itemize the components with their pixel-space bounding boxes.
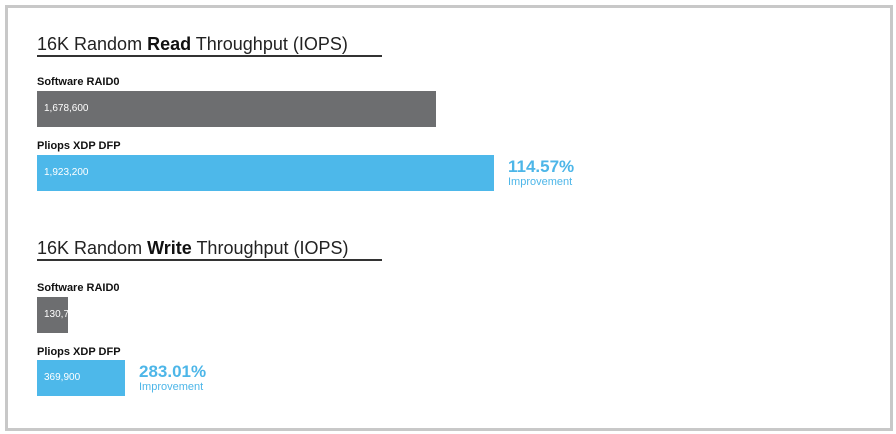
read-throughput-panel: 16K Random Read Throughput (IOPS) Softwa… <box>37 33 737 193</box>
panel-title: 16K Random Write Throughput (IOPS) <box>37 237 737 259</box>
bar-label-pliops-xdp-dfp: Pliops XDP DFP <box>37 346 121 358</box>
panel-title: 16K Random Read Throughput (IOPS) <box>37 33 737 55</box>
improvement-annotation: 114.57% Improvement <box>508 158 574 189</box>
improvement-percent: 283.01% <box>139 362 207 381</box>
write-throughput-panel: 16K Random Write Throughput (IOPS) Softw… <box>37 237 737 402</box>
bar-value-label: 1,923,200 <box>44 167 89 178</box>
chart-frame <box>5 5 893 431</box>
bar-label-software-raid0: Software RAID0 <box>37 76 120 88</box>
title-prefix: 16K Random <box>37 34 148 54</box>
bar-software-raid0: 130,700 <box>37 297 80 333</box>
bar-value-label: 369,900 <box>44 372 81 383</box>
title-emphasis: Write <box>147 238 192 258</box>
title-suffix: Throughput (IOPS) <box>191 238 349 258</box>
improvement-percent: 114.57% <box>508 157 575 176</box>
improvement-label: Improvement <box>139 381 204 393</box>
bar-value-label: 130,700 <box>44 309 81 320</box>
improvement-label: Improvement <box>508 176 573 188</box>
title-underline <box>37 55 382 57</box>
title-prefix: 16K Random <box>37 238 148 258</box>
bar-label-software-raid0: Software RAID0 <box>37 282 120 294</box>
title-emphasis: Read <box>147 34 192 54</box>
bar-pliops-xdp-dfp: 369,900 <box>37 360 125 396</box>
bar-label-pliops-xdp-dfp: Pliops XDP DFP <box>37 140 121 152</box>
bar-value-label: 1,678,600 <box>44 103 89 114</box>
title-underline <box>37 259 382 261</box>
title-suffix: Throughput (IOPS) <box>191 34 348 54</box>
improvement-annotation: 283.01% Improvement <box>139 363 206 394</box>
bar-software-raid0: 1,678,600 <box>37 91 436 127</box>
bar-pliops-xdp-dfp: 1,923,200 <box>37 155 494 191</box>
